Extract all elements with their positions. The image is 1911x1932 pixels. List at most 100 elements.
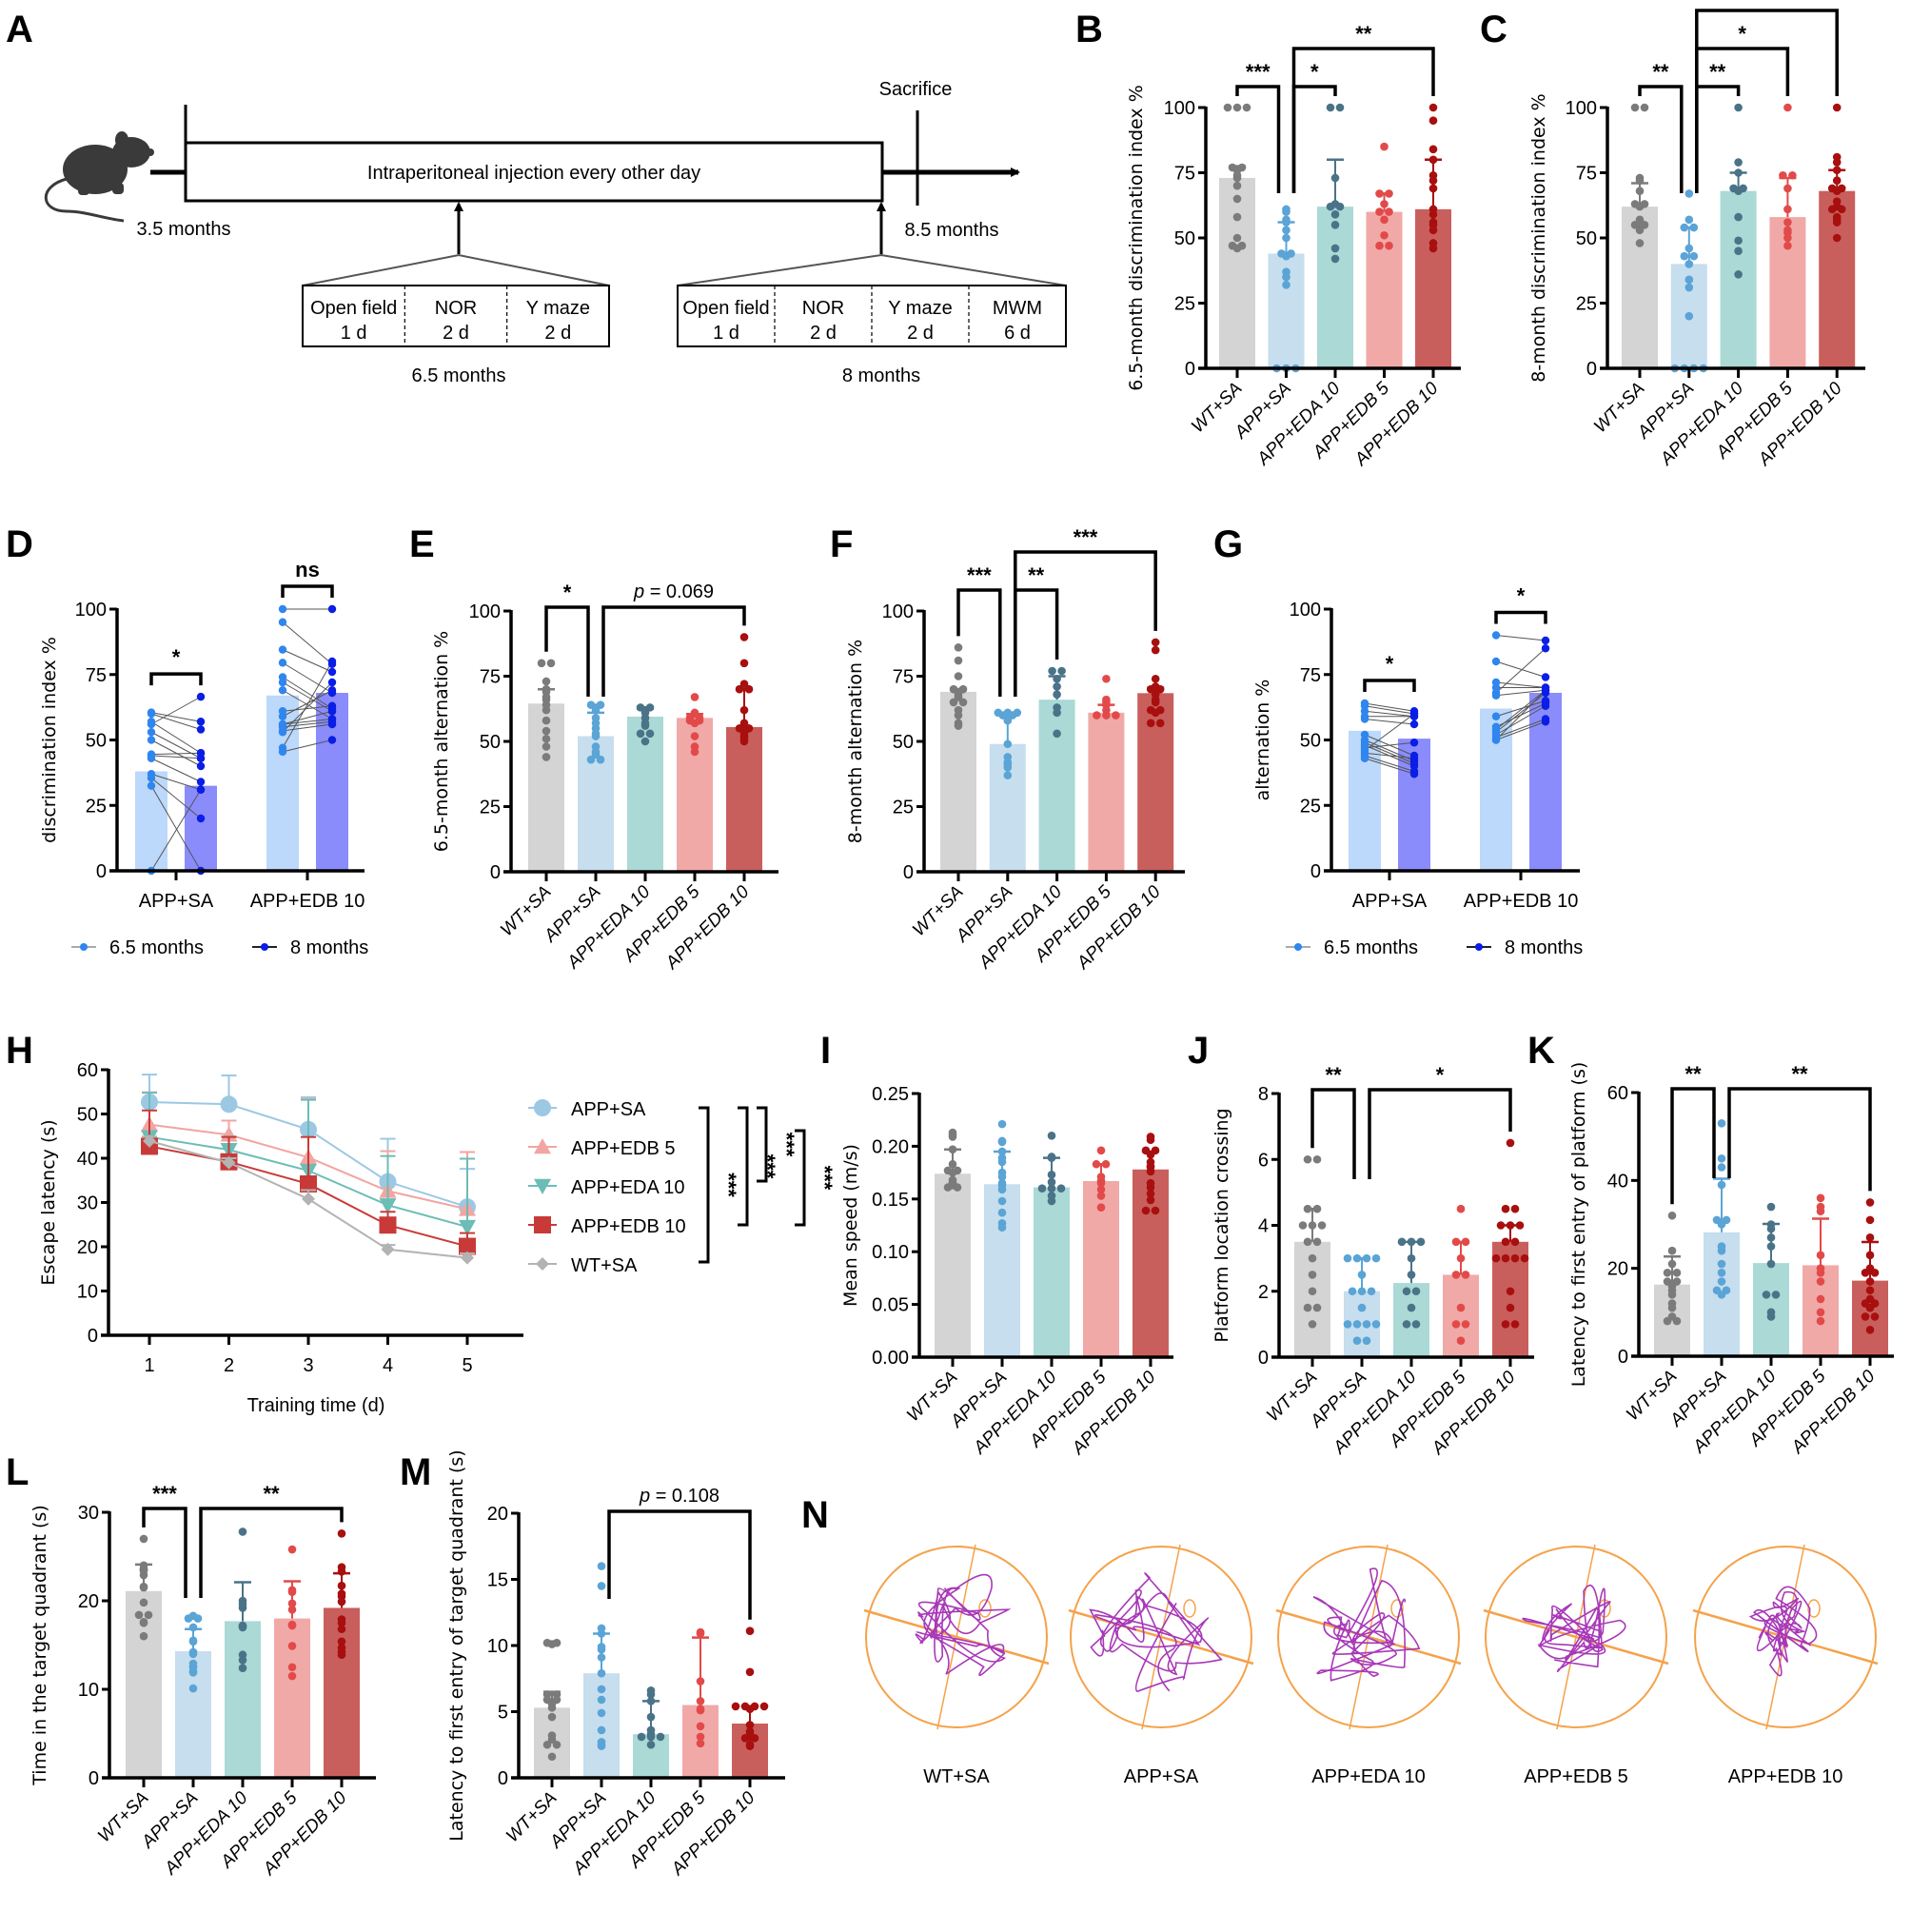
data-point bbox=[1151, 708, 1160, 718]
data-point-6-5-months bbox=[147, 736, 156, 744]
significance-label: ** bbox=[263, 1482, 280, 1506]
data-point bbox=[144, 1610, 153, 1620]
significance-label: ** bbox=[1791, 1062, 1808, 1086]
data-point bbox=[1783, 233, 1792, 243]
data-point bbox=[1112, 711, 1120, 720]
data-point bbox=[542, 742, 551, 751]
significance-bracket bbox=[1368, 1088, 1512, 1179]
data-point bbox=[1047, 1177, 1056, 1187]
data-point bbox=[1375, 207, 1384, 216]
data-point-6-5-months bbox=[1491, 736, 1501, 744]
legend-marker-6-5-months bbox=[1294, 943, 1302, 951]
data-point-6-5-months bbox=[278, 712, 287, 720]
y-tick-label: 0 bbox=[1310, 861, 1321, 882]
data-point bbox=[542, 677, 551, 686]
data-point bbox=[1380, 230, 1389, 240]
data-point-8-months bbox=[327, 736, 337, 744]
data-point bbox=[745, 1705, 755, 1714]
y-tick-label: 0 bbox=[1185, 359, 1195, 380]
data-point bbox=[637, 1732, 646, 1742]
y-tick-label: 5 bbox=[498, 1703, 508, 1724]
y-tick-label: 60 bbox=[77, 1060, 98, 1081]
y-tick-label: 75 bbox=[480, 667, 501, 688]
data-point bbox=[1362, 1336, 1371, 1345]
y-tick-label: 40 bbox=[1607, 1171, 1628, 1192]
data-point bbox=[1766, 1259, 1776, 1269]
data-point bbox=[337, 1618, 346, 1627]
data-point bbox=[597, 1643, 606, 1651]
data-point bbox=[1102, 674, 1111, 683]
data-point bbox=[591, 705, 601, 715]
data-point bbox=[1352, 1320, 1362, 1329]
y-tick-label: 25 bbox=[893, 798, 914, 818]
y-tick-label: 0.10 bbox=[872, 1242, 909, 1263]
data-point bbox=[597, 1708, 606, 1718]
data-point bbox=[1155, 719, 1165, 728]
y-tick-label: 50 bbox=[480, 732, 501, 753]
data-point bbox=[1397, 1237, 1407, 1247]
p-symbol: p bbox=[639, 1486, 650, 1507]
data-point-8-months bbox=[1409, 720, 1419, 729]
data-point bbox=[1146, 1135, 1155, 1145]
x-tick-label: 5 bbox=[462, 1355, 472, 1376]
p-symbol: p bbox=[633, 582, 644, 602]
data-point bbox=[1689, 223, 1699, 232]
y-tick-label: 10 bbox=[487, 1636, 508, 1657]
legend-label: APP+EDB 10 bbox=[571, 1216, 686, 1237]
panel-d-paired-chart: APP+SA * APP+EDB 10 ns 0 25 50 75 100 discriminat… bbox=[6, 523, 368, 958]
data-point bbox=[1303, 1303, 1312, 1312]
pair-line bbox=[150, 755, 202, 759]
data-point bbox=[1348, 1287, 1357, 1296]
data-point bbox=[646, 1712, 656, 1722]
data-point bbox=[1056, 1184, 1066, 1193]
pair-line bbox=[282, 705, 333, 712]
x-tick-label: 1 bbox=[144, 1355, 154, 1376]
data-point bbox=[731, 1702, 740, 1711]
data-point bbox=[1501, 1253, 1510, 1263]
data-point bbox=[1308, 1221, 1317, 1230]
data-point bbox=[1456, 1204, 1466, 1213]
data-point bbox=[1672, 1316, 1682, 1326]
pair-line bbox=[1495, 689, 1547, 730]
data-point bbox=[739, 659, 749, 668]
bar-app-eda-10 bbox=[225, 1621, 261, 1778]
y-axis-label: Escape latency (s) bbox=[38, 1119, 59, 1285]
data-point bbox=[1428, 145, 1438, 154]
x-tick-label: 3 bbox=[303, 1355, 313, 1376]
y-tick-label: 75 bbox=[1300, 665, 1321, 686]
data-point bbox=[997, 1185, 1007, 1194]
significance-bracket bbox=[1494, 610, 1547, 624]
pool-outline bbox=[1277, 1546, 1460, 1728]
swim-track-app-edb-10: APP+EDB 10 bbox=[1692, 1544, 1879, 1787]
y-tick-label: 25 bbox=[1174, 294, 1195, 315]
data-point bbox=[1717, 1119, 1726, 1128]
data-point bbox=[1663, 1316, 1672, 1326]
data-point-8-months bbox=[1541, 644, 1550, 653]
test-name: Y maze bbox=[526, 298, 590, 319]
data-point bbox=[645, 729, 655, 739]
data-point bbox=[1870, 1268, 1880, 1277]
data-point bbox=[696, 1732, 705, 1742]
pair-line bbox=[1364, 758, 1415, 775]
significance-label: * bbox=[1386, 652, 1394, 676]
y-tick-label: 50 bbox=[893, 732, 914, 753]
data-point bbox=[1047, 1184, 1056, 1193]
data-point bbox=[1282, 251, 1290, 261]
test-name: Y maze bbox=[888, 298, 952, 319]
significance-bracket bbox=[1014, 550, 1157, 697]
data-point bbox=[943, 1183, 953, 1192]
data-point bbox=[1491, 1253, 1501, 1263]
data-point bbox=[1053, 674, 1061, 683]
data-point bbox=[1510, 1204, 1520, 1213]
y-tick-label: 2 bbox=[1258, 1282, 1269, 1303]
data-point-8-months bbox=[327, 604, 337, 614]
pair-line bbox=[150, 712, 202, 722]
data-point bbox=[1357, 1287, 1367, 1296]
data-point bbox=[1861, 1312, 1870, 1321]
data-point bbox=[1832, 158, 1842, 167]
y-tick-label: 8 bbox=[1258, 1084, 1269, 1105]
data-point bbox=[1352, 1336, 1362, 1345]
data-point bbox=[542, 753, 551, 761]
